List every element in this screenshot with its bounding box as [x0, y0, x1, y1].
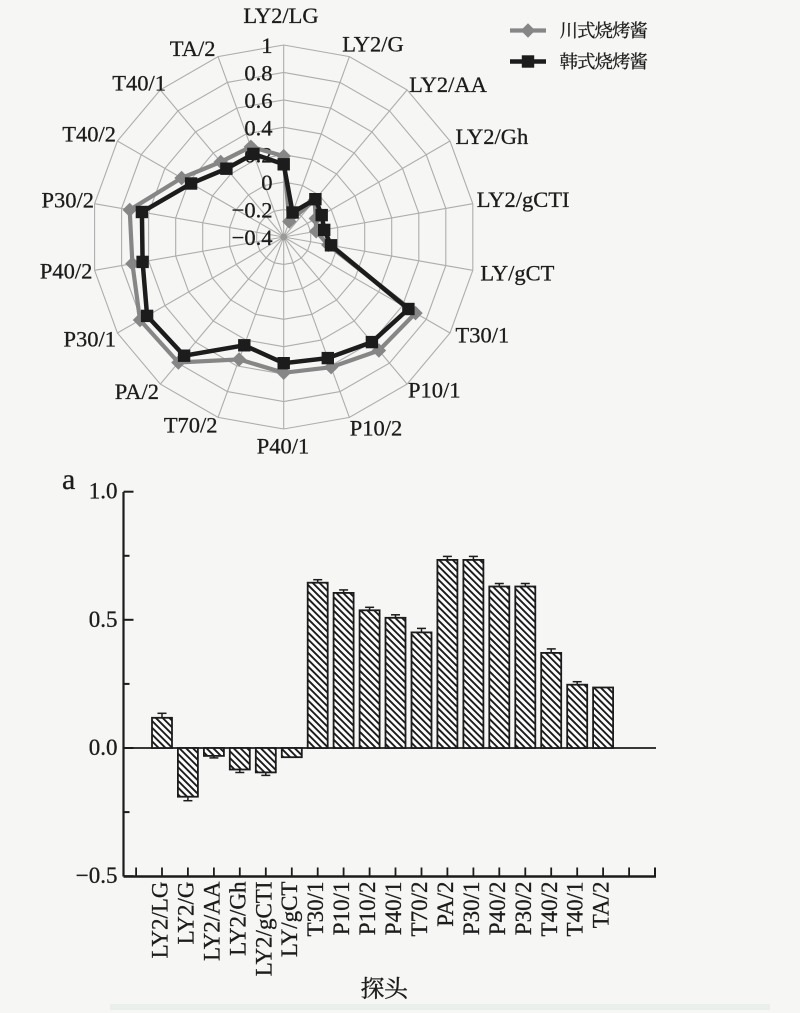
svg-text:P40/1: P40/1	[381, 882, 406, 936]
svg-text:T40/1: T40/1	[112, 71, 166, 96]
svg-text:−0.4: −0.4	[232, 225, 273, 250]
svg-text:T30/1: T30/1	[303, 882, 328, 937]
svg-text:P40/2: P40/2	[40, 259, 93, 284]
svg-text:LY2/Gh: LY2/Gh	[225, 881, 250, 956]
svg-text:T70/2: T70/2	[164, 413, 218, 438]
svg-text:LY2/LG: LY2/LG	[243, 3, 318, 28]
svg-text:T40/2: T40/2	[537, 882, 562, 937]
svg-text:P30/1: P30/1	[459, 882, 484, 936]
svg-text:T30/1: T30/1	[456, 323, 510, 348]
svg-text:T40/1: T40/1	[563, 882, 588, 937]
svg-text:1.0: 1.0	[89, 479, 118, 504]
svg-text:P10/1: P10/1	[329, 882, 354, 936]
svg-text:0: 0	[261, 170, 272, 195]
svg-text:PA/2: PA/2	[433, 882, 458, 927]
svg-text:LY2/AA: LY2/AA	[199, 881, 224, 961]
svg-text:LY2/G: LY2/G	[173, 882, 198, 945]
svg-text:T70/2: T70/2	[407, 882, 432, 937]
svg-text:−0.2: −0.2	[232, 198, 273, 223]
svg-text:LY2/gCTI: LY2/gCTI	[251, 882, 276, 977]
svg-text:P30/2: P30/2	[511, 882, 536, 936]
svg-text:LY2/LG: LY2/LG	[148, 882, 173, 959]
svg-text:T40/2: T40/2	[62, 122, 116, 147]
svg-text:LY2/G: LY2/G	[342, 32, 404, 57]
svg-text:1: 1	[261, 33, 272, 58]
svg-text:P30/1: P30/1	[63, 327, 116, 352]
svg-text:0.0: 0.0	[89, 735, 118, 760]
svg-text:0.4: 0.4	[244, 115, 272, 140]
svg-text:P10/2: P10/2	[350, 416, 403, 441]
svg-text:P30/2: P30/2	[41, 188, 94, 213]
svg-text:LY2/gCTI: LY2/gCTI	[477, 187, 570, 212]
svg-text:0.8: 0.8	[244, 60, 272, 85]
svg-text:0.5: 0.5	[89, 607, 118, 632]
svg-text:LY/gCT: LY/gCT	[277, 882, 302, 958]
svg-text:P40/1: P40/1	[257, 434, 310, 459]
svg-text:−0.5: −0.5	[76, 863, 118, 888]
svg-text:0.6: 0.6	[244, 88, 272, 113]
svg-text:TA/2: TA/2	[589, 882, 614, 929]
svg-text:LY2/AA: LY2/AA	[409, 72, 487, 97]
svg-text:a: a	[62, 463, 75, 496]
svg-text:LY2/Gh: LY2/Gh	[456, 124, 529, 149]
svg-text:TA/2: TA/2	[170, 36, 216, 61]
svg-text:P40/2: P40/2	[485, 882, 510, 936]
svg-text:LY/gCT: LY/gCT	[480, 261, 554, 286]
svg-text:PA/2: PA/2	[115, 379, 159, 404]
svg-text:P10/1: P10/1	[408, 378, 461, 403]
svg-text:P10/2: P10/2	[355, 882, 380, 936]
